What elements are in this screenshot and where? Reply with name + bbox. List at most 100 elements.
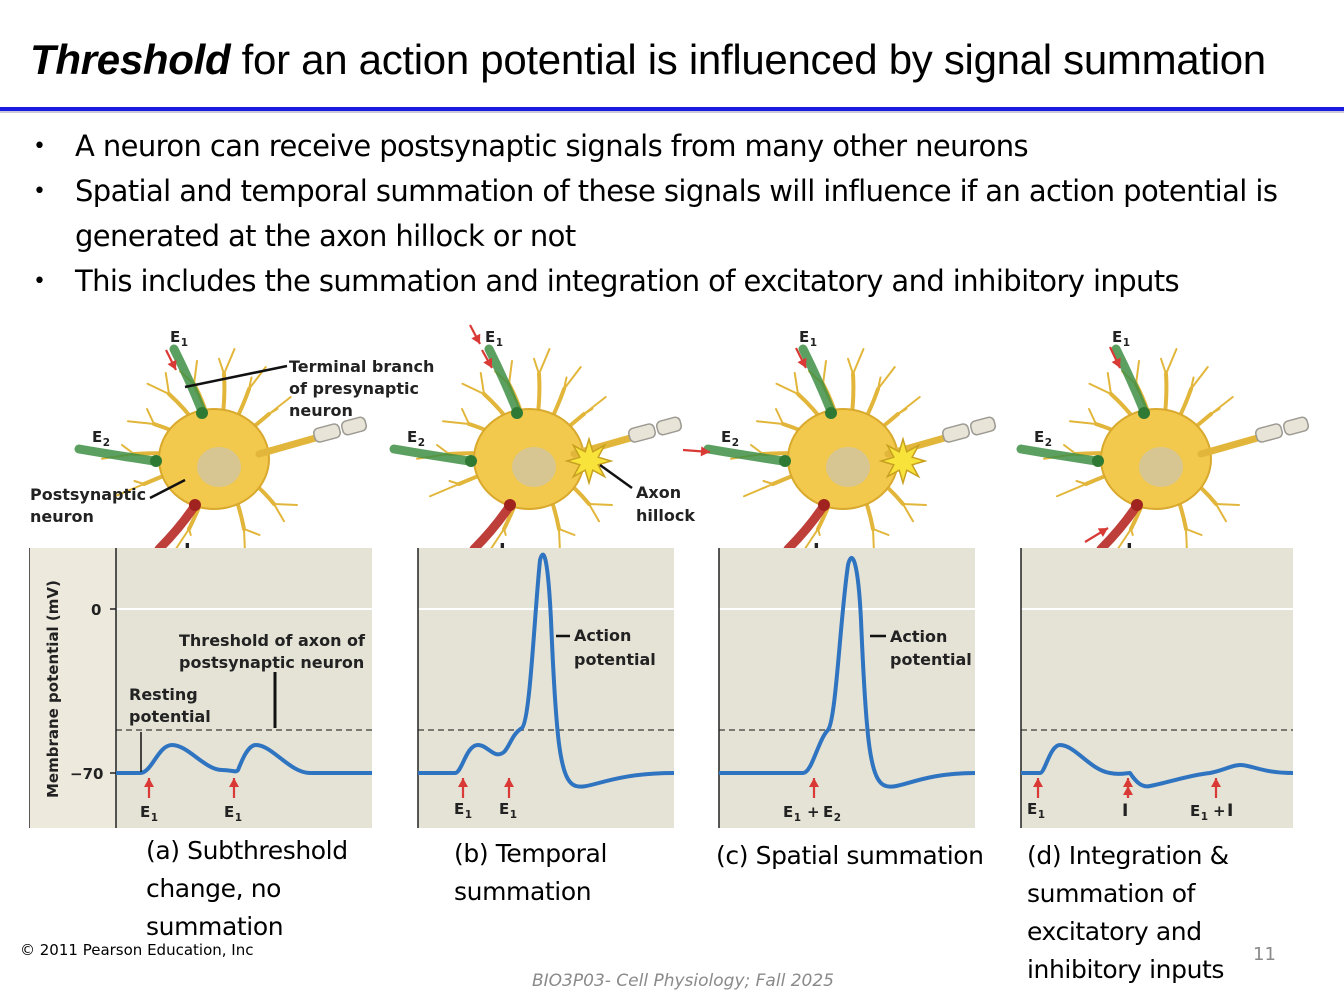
graph-label-plus: + — [807, 803, 820, 821]
stimulus-arrow-graph — [458, 778, 468, 798]
myelin-sheath — [942, 423, 970, 443]
dendrite-branch — [743, 480, 774, 498]
presynaptic-axon-inhibitory — [783, 502, 828, 554]
neuron-nucleus — [197, 447, 241, 487]
membrane-potential-trace — [116, 743, 372, 775]
postsynaptic-label-line1: Postsynaptic — [30, 485, 146, 504]
graph-label-e2: E — [823, 803, 833, 821]
dendrite-branch — [429, 480, 460, 498]
footer-course: BIO3P03- Cell Physiology; Fall 2025 — [532, 971, 834, 991]
stimulus-arrow-e1 — [165, 349, 177, 371]
action-potential-label-line2: potential — [890, 650, 972, 669]
dendrite-branch — [218, 348, 236, 375]
dendrite-branch — [127, 408, 155, 425]
stimulus-arrow-graph-head — [144, 778, 154, 787]
dendrite-branch — [114, 480, 145, 498]
label-e2: E — [407, 428, 417, 446]
dendrite-branch — [1056, 480, 1087, 498]
stimulus-arrow-graph — [504, 778, 514, 798]
stimulus-arrow-graph — [1033, 778, 1043, 798]
membrane-potential-trace — [418, 552, 675, 789]
stimulus-arrow-inhibitory-head — [1097, 528, 1108, 537]
myelin-sheath — [1282, 416, 1310, 436]
stimulus-arrow-e1 — [795, 347, 807, 369]
myelin-sheath — [969, 416, 997, 436]
label-e1-subscript: 1 — [810, 337, 817, 349]
graph-panel-bg — [719, 548, 975, 828]
presynaptic-axon-inhibitory — [469, 502, 514, 554]
dendrite-branch — [1088, 372, 1112, 395]
graph-label-e1: E — [224, 803, 234, 821]
dendrite-branch — [1190, 366, 1209, 390]
stimulus-arrow-e1-head — [483, 357, 492, 368]
graph-panel-bg — [418, 548, 674, 828]
label-e1: E — [170, 328, 180, 346]
graph-label-inhibitory: I — [1227, 801, 1233, 821]
action-potential-burst-icon — [878, 436, 928, 486]
axon — [1197, 433, 1265, 458]
y-tick-label-70: −70 — [70, 765, 103, 783]
bullet-marker: • — [33, 179, 46, 204]
label-e1: E — [799, 328, 809, 346]
dendrite-branch — [1069, 408, 1097, 425]
slide-title-emphasis: Threshold — [30, 36, 231, 83]
bullet-marker: • — [33, 134, 46, 159]
dendrite-branch — [1160, 348, 1178, 375]
synaptic-terminal-inhibitory — [189, 499, 201, 511]
stimulus-arrow-graph-head — [1033, 778, 1043, 787]
presynaptic-axon-e1 — [169, 344, 207, 416]
label-e1-subscript: 1 — [496, 337, 503, 349]
label-e1-subscript: 1 — [1123, 337, 1130, 349]
bullet-text: This includes the summation and integrat… — [75, 264, 1180, 298]
postsynaptic-leader — [149, 478, 186, 500]
membrane-potential-trace — [1021, 743, 1294, 789]
stimulus-arrow-graph-head — [1123, 778, 1133, 787]
title-divider — [0, 107, 1344, 111]
label-e2-subscript: 2 — [103, 437, 110, 449]
presynaptic-axon-e1 — [484, 344, 522, 416]
dendrite-branch — [268, 396, 292, 415]
stimulus-arrow-e1-head — [797, 357, 807, 368]
bullet-item: • A neuron can receive postsynaptic signa… — [28, 124, 1328, 169]
stimulus-arrow-graph-head — [458, 778, 468, 787]
stimulus-arrow-graph-head — [504, 778, 514, 787]
neuron-cell — [1016, 344, 1310, 554]
dendrite-branch — [588, 503, 613, 523]
caption-a: (a) Subthreshold change, no summation — [146, 836, 348, 941]
dendrite-branch — [847, 348, 865, 375]
graph-label-e1-subscript: 1 — [794, 812, 801, 824]
myelin-sheath — [313, 423, 341, 443]
y-axis-gutter — [30, 548, 116, 828]
dendrite-branch — [1215, 503, 1240, 523]
dendrite-branch — [902, 503, 927, 523]
slide-title: Threshold for an action potential is inf… — [30, 34, 1330, 86]
neuron-nucleus — [1139, 447, 1183, 487]
synaptic-terminal-inhibitory — [1131, 499, 1143, 511]
stimulus-arrow-graph — [1211, 778, 1221, 798]
graph-panel-bg — [1021, 548, 1293, 828]
myelin-sheath — [628, 423, 656, 443]
dendrite-branch — [533, 348, 551, 375]
stimulus-arrow-inhibitory — [1084, 527, 1109, 543]
presynaptic-axon-e1 — [798, 344, 836, 416]
threshold-label-line2: postsynaptic neuron — [179, 653, 364, 672]
resting-potential-label-line2: potential — [129, 707, 211, 726]
synaptic-terminal-inhibitory — [504, 499, 516, 511]
label-e2: E — [1034, 428, 1044, 446]
neuron-nucleus — [512, 447, 556, 487]
myelin-sheath — [340, 416, 368, 436]
graph-label-e1-subscript: 1 — [1038, 809, 1045, 821]
presynaptic-axon-e1 — [1111, 344, 1149, 416]
dendrite-branch — [442, 408, 470, 425]
dendrite-branch — [877, 366, 896, 390]
terminal-branch-leader — [184, 364, 288, 389]
bullet-text: A neuron can receive postsynaptic signal… — [75, 129, 1029, 163]
graph-label-plus: + — [1213, 802, 1226, 820]
stimulus-arrow-graph-head — [1123, 786, 1133, 795]
stimulus-arrow-graph-head — [229, 778, 239, 787]
bullet-item: • Spatial and temporal summation of these… — [28, 169, 1328, 259]
copyright-notice: © 2011 Pearson Education, Inc — [20, 941, 254, 959]
dendrite-branch — [1210, 396, 1234, 415]
